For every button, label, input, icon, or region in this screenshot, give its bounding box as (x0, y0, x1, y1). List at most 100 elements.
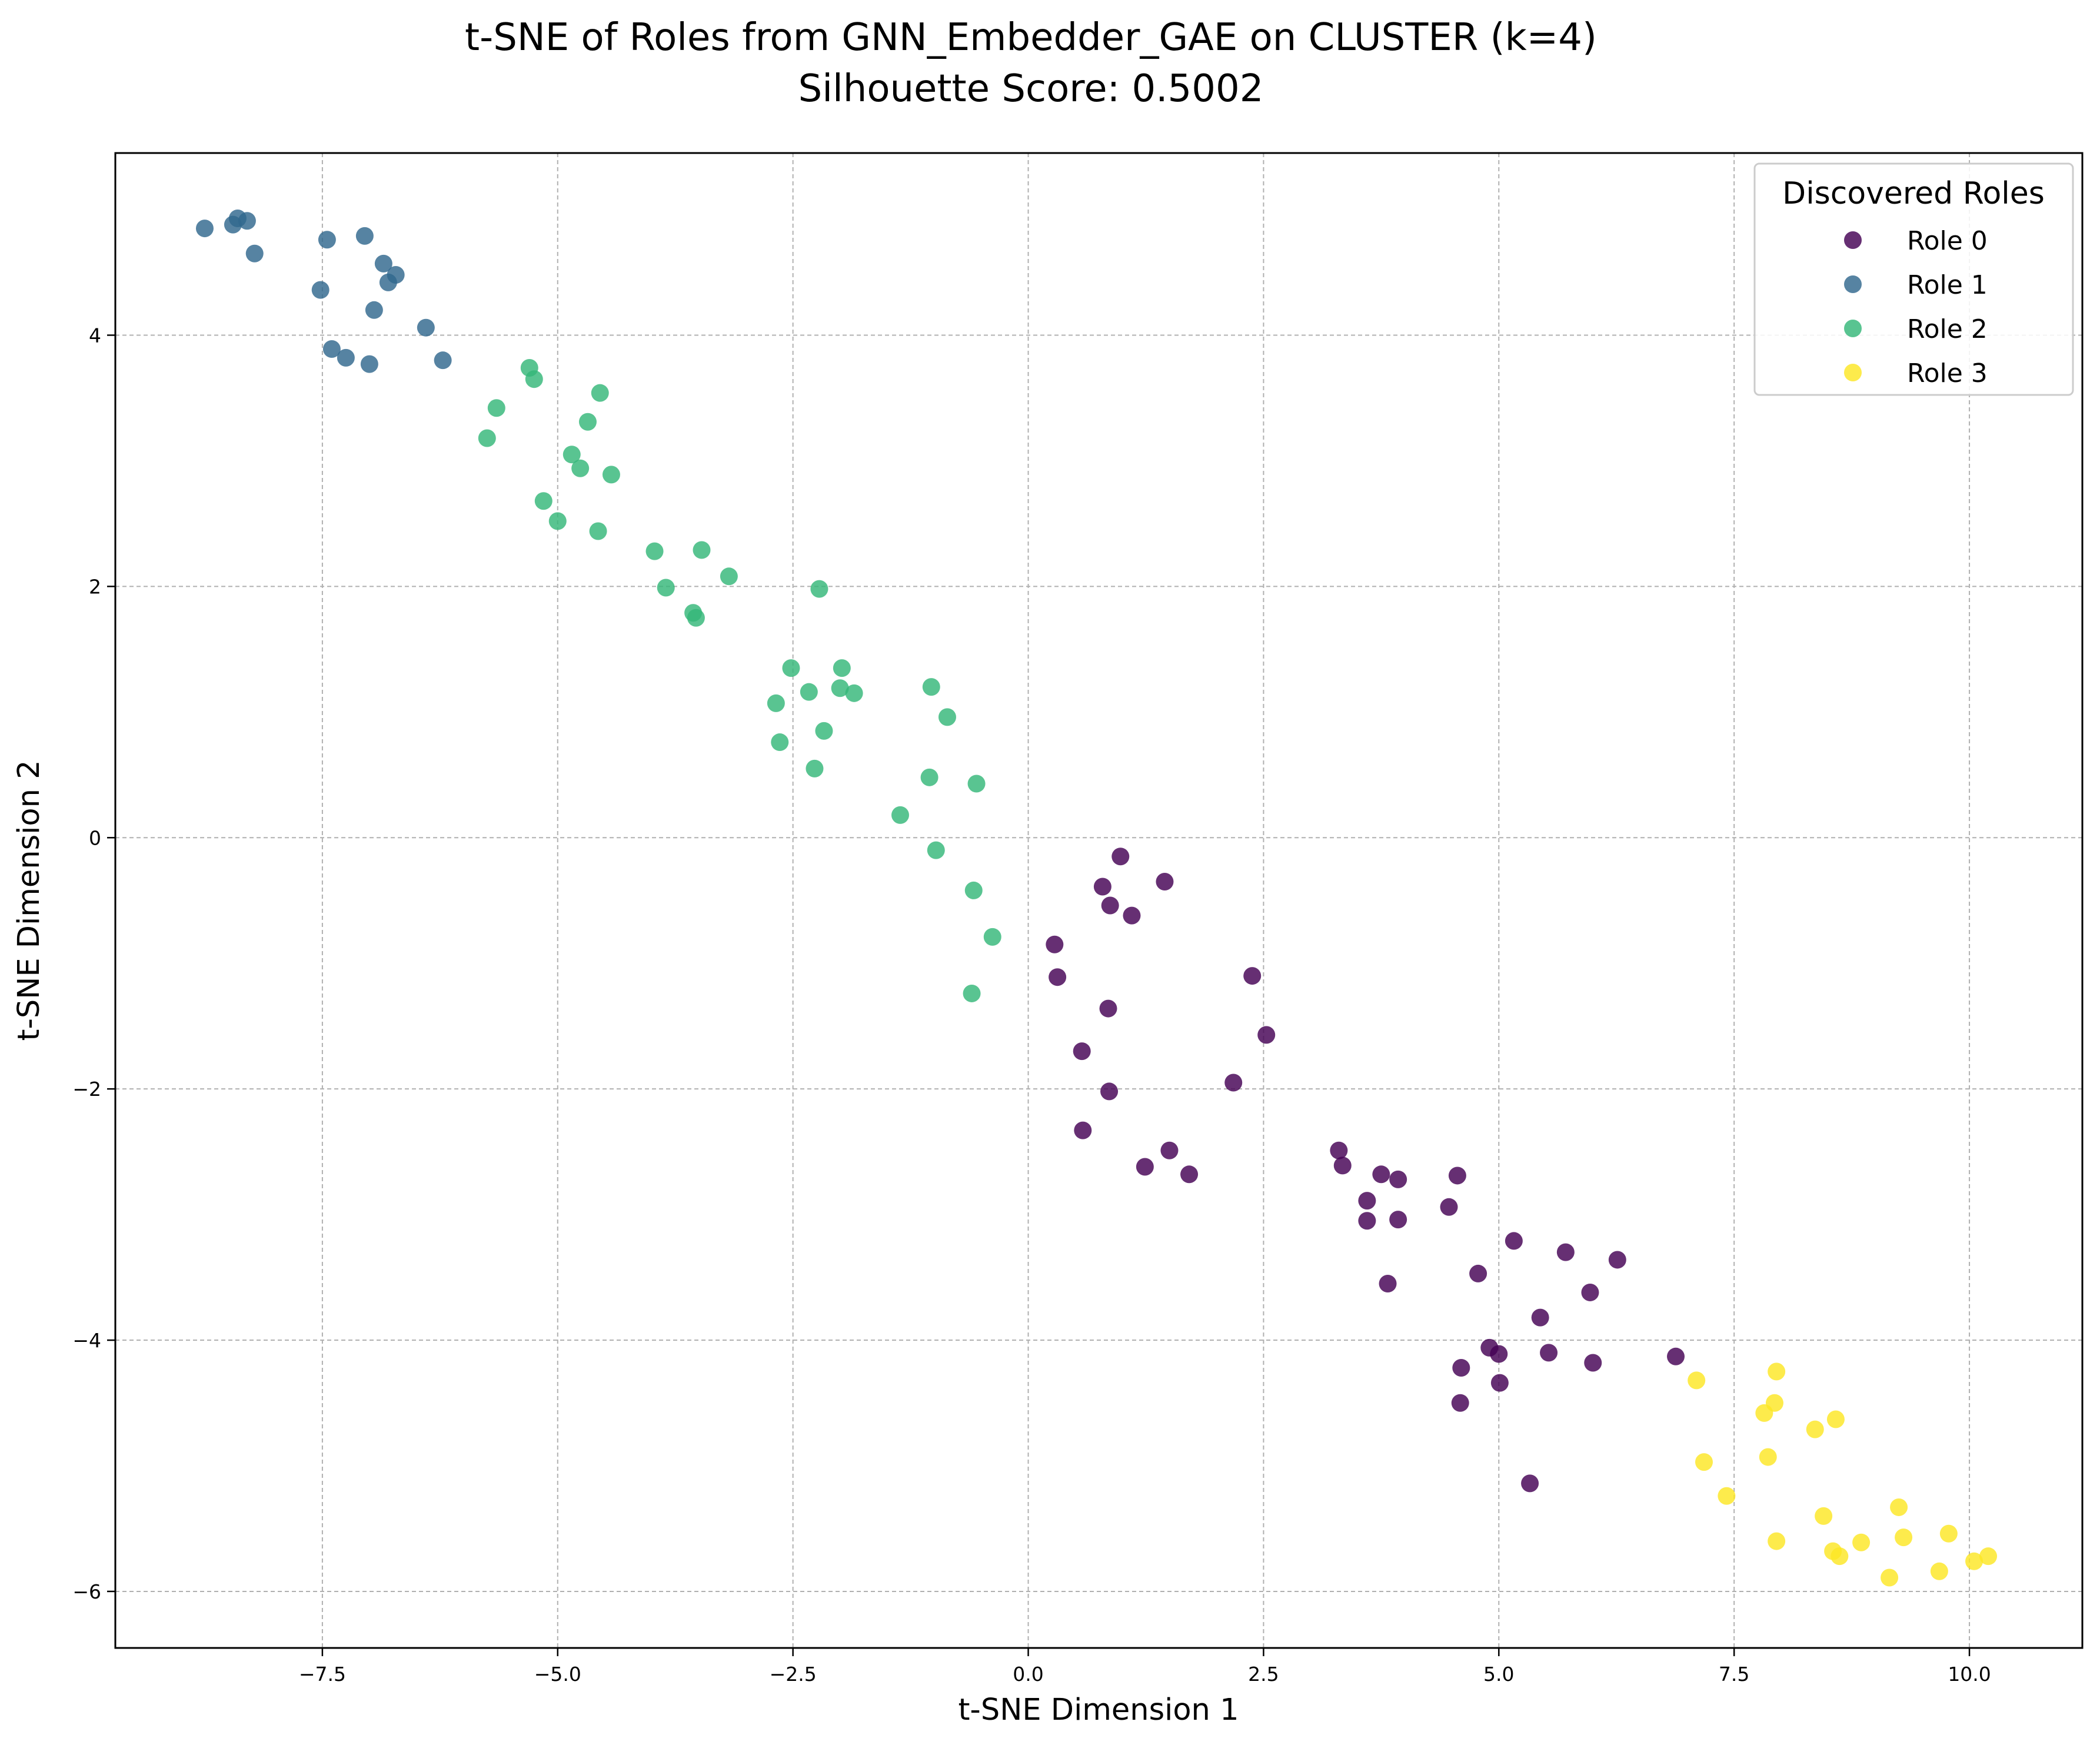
data-point-role-3 (1688, 1371, 1706, 1390)
data-point-role-1 (355, 227, 374, 245)
data-point-role-3 (1881, 1568, 1899, 1587)
data-point-role-1 (245, 244, 264, 262)
data-point-role-2 (534, 492, 553, 510)
plot-frame (114, 152, 2084, 1649)
data-point-role-0 (1111, 848, 1130, 866)
grid-lines (115, 153, 2082, 1648)
data-point-role-0 (1469, 1264, 1487, 1282)
data-point-role-2 (525, 370, 543, 388)
data-point-role-0 (1180, 1165, 1199, 1184)
data-point-role-0 (1224, 1074, 1243, 1092)
data-point-role-2 (578, 413, 597, 431)
data-point-role-0 (1505, 1232, 1523, 1250)
data-point-role-1 (322, 340, 341, 358)
data-point-role-2 (845, 684, 863, 702)
y-axis-label: t-SNE Dimension 2 (12, 760, 46, 1041)
data-point-role-0 (1099, 999, 1117, 1018)
data-point-role-2 (720, 567, 738, 586)
data-point-role-2 (571, 459, 590, 477)
data-point-role-1 (365, 301, 383, 319)
data-point-role-0 (1389, 1170, 1407, 1188)
data-point-role-3 (1895, 1528, 1913, 1547)
legend-title: Discovered Roles (1782, 176, 2045, 211)
data-point-role-3 (1759, 1448, 1777, 1466)
data-point-role-3 (1930, 1562, 1948, 1580)
data-point-role-0 (1581, 1283, 1599, 1301)
legend-marker-role-2 (1844, 320, 1862, 337)
data-point-role-2 (602, 466, 620, 484)
data-point-role-1 (374, 254, 392, 272)
data-point-role-1 (224, 215, 242, 234)
data-point-role-0 (1440, 1198, 1458, 1216)
data-point-role-0 (1372, 1165, 1390, 1184)
data-point-role-2 (831, 679, 849, 697)
data-point-role-2 (589, 522, 607, 540)
legend-box (1753, 162, 2074, 396)
data-point-role-2 (645, 542, 664, 560)
data-point-role-3 (1890, 1498, 1908, 1516)
y-tick-label: −4 (72, 1329, 101, 1352)
data-point-role-0 (1333, 1157, 1352, 1175)
data-point-role-0 (1101, 896, 1119, 915)
data-point-role-2 (657, 579, 675, 597)
data-point-role-2 (964, 881, 983, 899)
data-point-role-2 (927, 841, 945, 859)
data-point-role-1 (318, 231, 336, 249)
data-point-role-1 (379, 273, 397, 291)
data-point-role-2 (920, 768, 938, 786)
legend-marker-role-0 (1844, 231, 1862, 249)
data-point-role-3 (1718, 1487, 1736, 1505)
data-point-role-0 (1257, 1026, 1276, 1044)
y-tick-label: 0 (89, 826, 101, 849)
data-point-role-0 (1046, 935, 1064, 953)
y-tick-label: −6 (72, 1580, 101, 1603)
data-point-role-0 (1448, 1167, 1466, 1185)
data-point-role-2 (967, 775, 986, 793)
data-point-role-0 (1049, 968, 1067, 986)
legend-label-role-1: Role 1 (1907, 270, 1988, 300)
data-point-role-0 (1490, 1345, 1508, 1363)
data-point-role-0 (1358, 1212, 1376, 1230)
y-tick-label: 4 (89, 324, 101, 347)
x-tick-label: −5.0 (534, 1663, 581, 1686)
data-point-role-3 (1768, 1362, 1786, 1381)
data-point-role-3 (1826, 1410, 1845, 1428)
x-axis-label: t-SNE Dimension 1 (958, 1693, 1239, 1727)
data-point-role-0 (1389, 1211, 1407, 1229)
data-point-role-2 (767, 694, 785, 712)
data-point-role-1 (238, 212, 256, 230)
x-tick-label: −2.5 (770, 1663, 817, 1686)
data-point-role-0 (1452, 1359, 1470, 1377)
axis-ticks: −7.5 −5.0 −2.5 0.0 2.5 5.0 7.5 10.0 −6 −4 −2 0 2 4 (72, 324, 1991, 1686)
data-point-role-2 (810, 580, 828, 598)
data-point-role-1 (311, 281, 330, 299)
data-point-role-0 (1074, 1121, 1092, 1139)
data-point-role-2 (548, 512, 567, 530)
data-point-role-2 (771, 733, 789, 752)
data-point-role-3 (1806, 1420, 1824, 1438)
data-point-role-2 (891, 806, 910, 824)
legend-label-role-3: Role 3 (1907, 358, 1988, 388)
data-point-role-0 (1160, 1141, 1179, 1159)
data-point-role-0 (1490, 1374, 1509, 1392)
data-point-role-0 (1608, 1251, 1626, 1269)
data-point-role-0 (1330, 1141, 1348, 1159)
data-point-role-0 (1667, 1347, 1685, 1365)
data-point-role-2 (963, 984, 981, 1002)
data-point-role-2 (693, 541, 711, 559)
data-points (195, 209, 1998, 1587)
data-point-role-2 (800, 683, 818, 701)
data-point-role-0 (1243, 967, 1262, 985)
data-point-role-0 (1093, 878, 1111, 896)
data-point-role-0 (1358, 1192, 1376, 1210)
data-point-role-0 (1451, 1394, 1469, 1412)
legend-label-role-2: Role 2 (1907, 314, 1988, 344)
data-point-role-0 (1073, 1042, 1091, 1061)
data-point-role-3 (1939, 1524, 1958, 1543)
chart-subtitle: Silhouette Score: 0.5002 (798, 67, 1264, 111)
data-point-role-3 (1695, 1453, 1713, 1471)
data-point-role-2 (478, 429, 496, 447)
